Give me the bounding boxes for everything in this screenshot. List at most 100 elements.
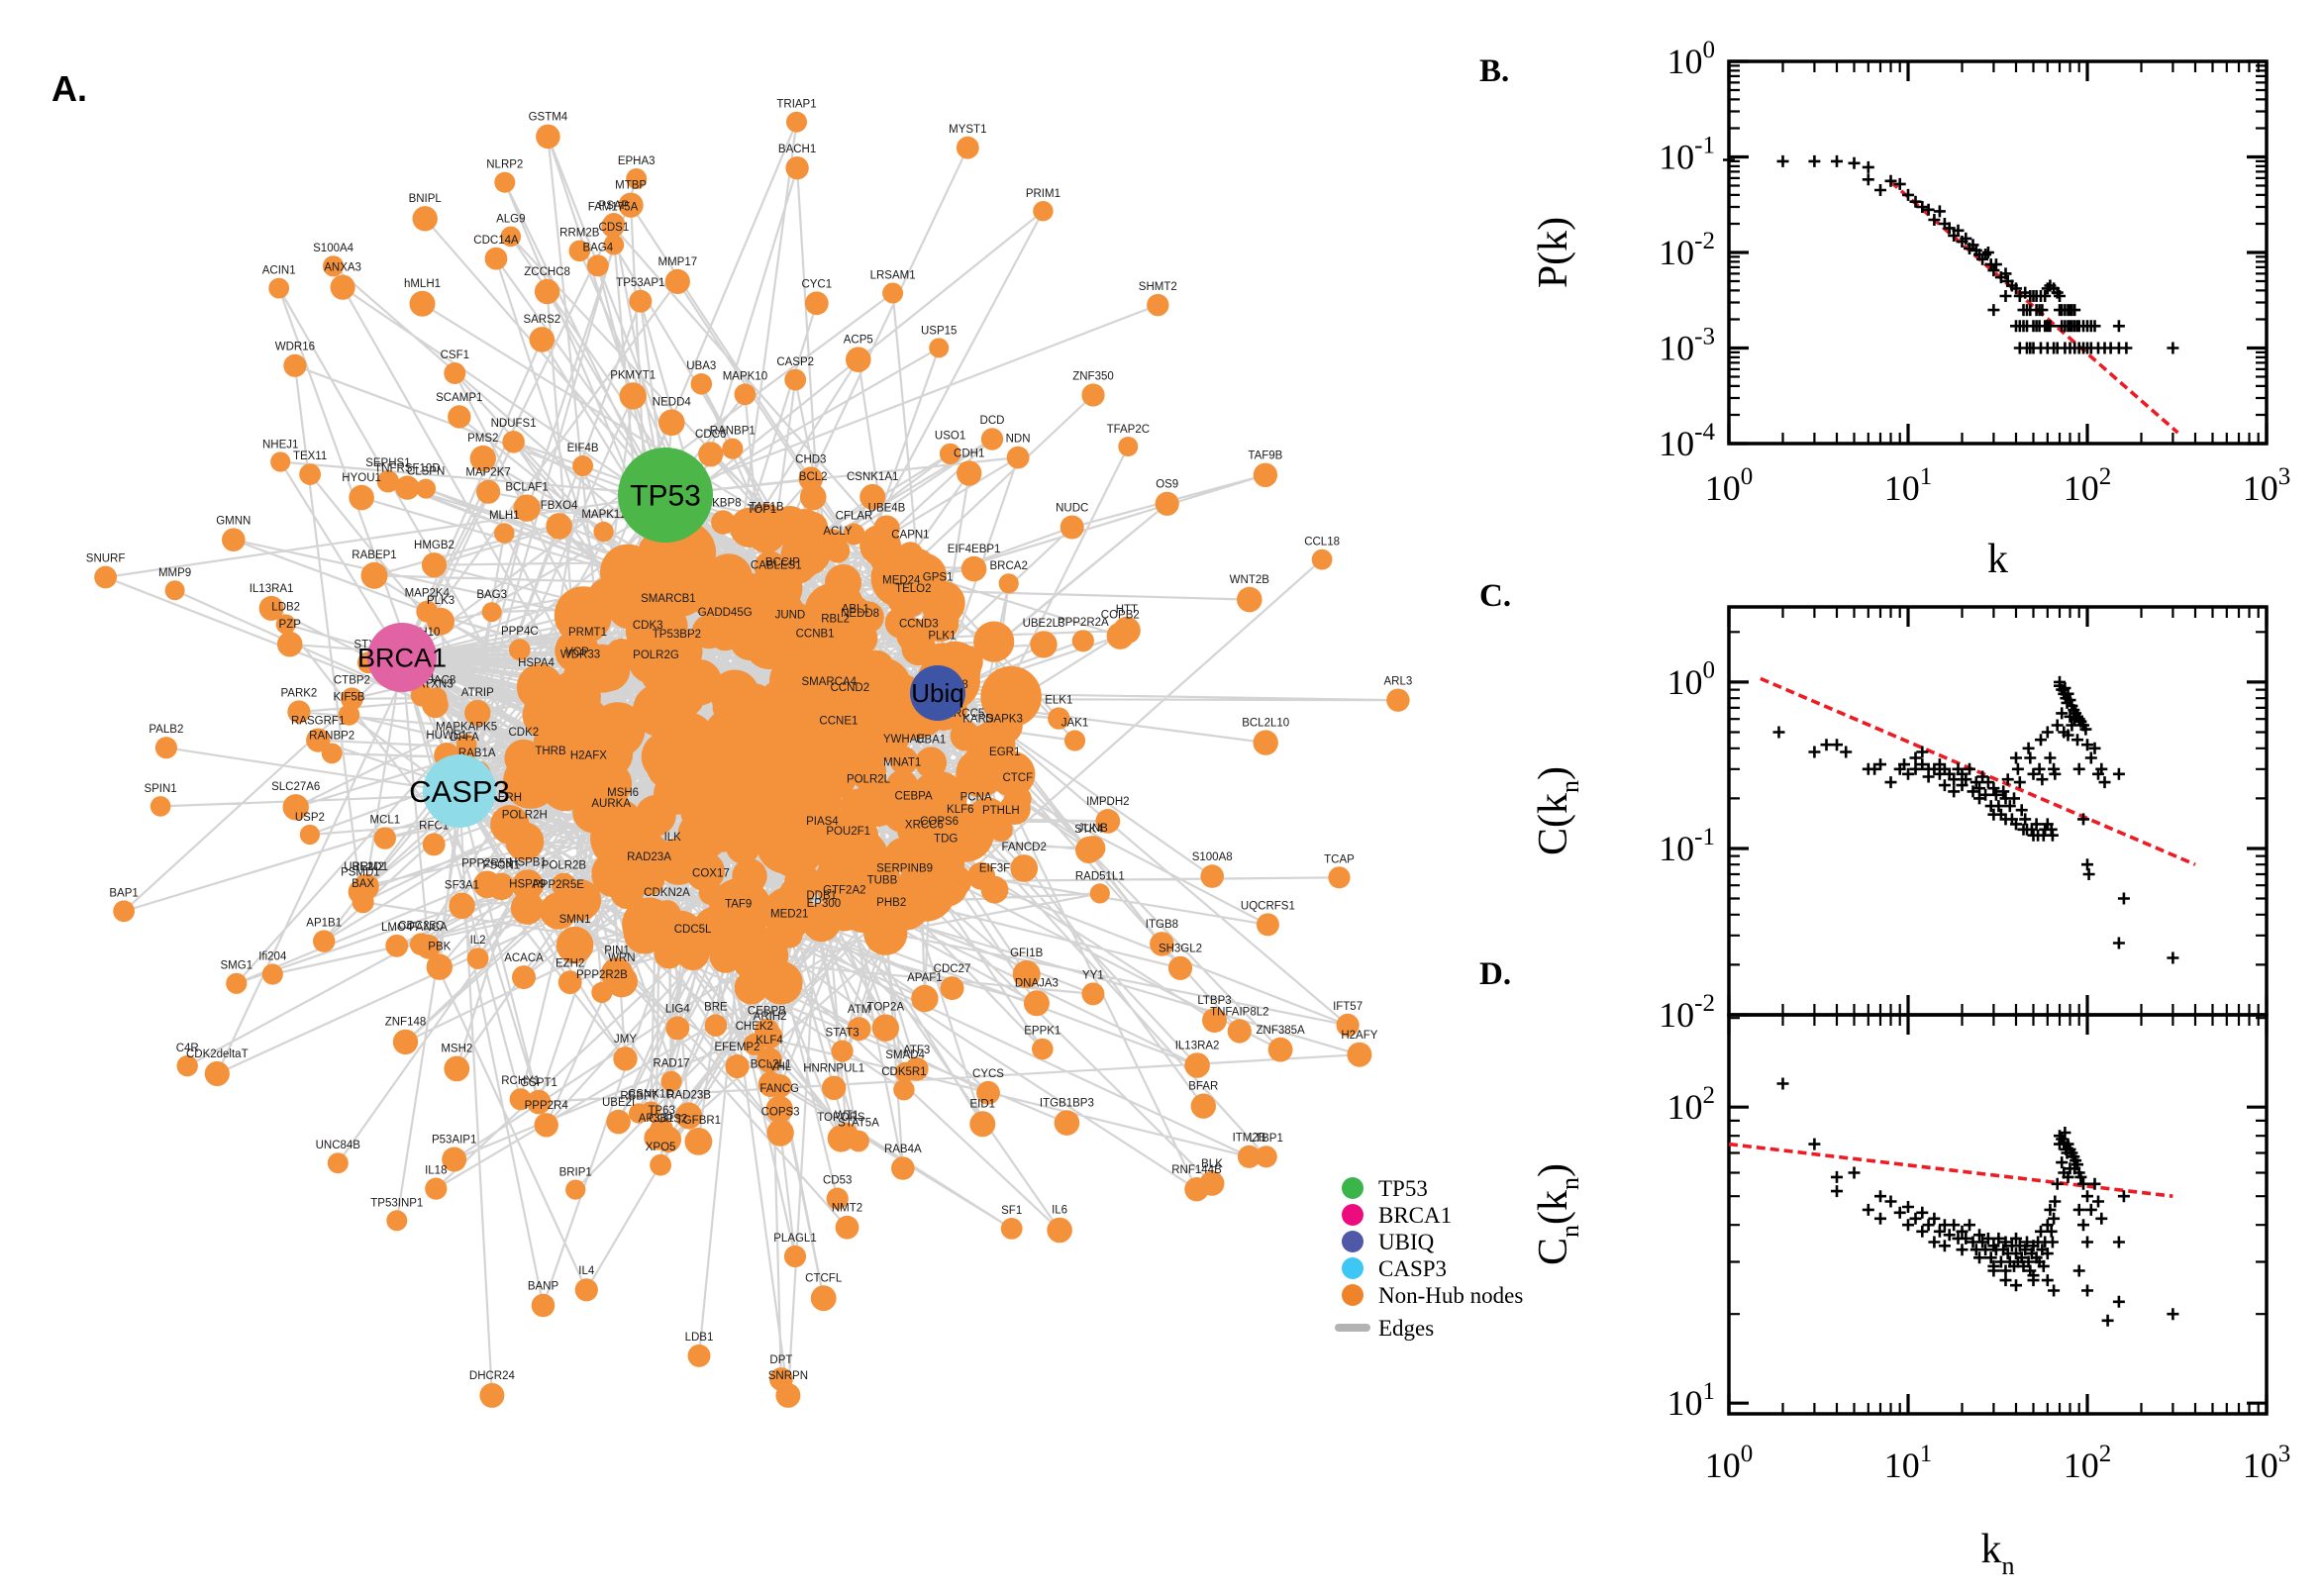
network-node-label: COPS2 <box>649 1114 687 1126</box>
network-node-label: WRN <box>608 952 635 964</box>
network-node <box>150 796 171 817</box>
legend-dot-brca1 <box>1342 1204 1364 1226</box>
network-node-label: S100A8 <box>1192 851 1233 863</box>
network-node-label: EID1 <box>970 1098 996 1110</box>
network-node <box>444 1055 470 1082</box>
chart-frame <box>1727 1013 2269 1416</box>
network-node <box>352 891 374 914</box>
network-node-label: PRIM1 <box>1026 188 1060 200</box>
network-node <box>1106 622 1135 649</box>
network-node <box>809 910 839 940</box>
network-node-label: JAK1 <box>1061 717 1089 729</box>
network-node-label: MAPK11 <box>581 509 626 521</box>
panel-A-network: TCAP Ifi204 H2AFY ZCCHC8 CDS1 hMLH1 BAP1 CTCFL W… <box>86 99 1413 1408</box>
network-node-label: CDK5R1 <box>881 1066 926 1078</box>
network-node-label: CDC25C <box>398 920 444 932</box>
network-node-label: PPP2R2A <box>1058 617 1109 629</box>
network-node-label: PHB2 <box>876 897 906 909</box>
network-node-label: PCNA <box>960 792 992 804</box>
network-node-label: CYC1 <box>801 279 832 291</box>
scatter-points <box>1776 1077 2179 1327</box>
network-node-label: IL13RA2 <box>1175 1040 1220 1051</box>
network-node <box>1237 1145 1262 1168</box>
network-node-label: AP1B1 <box>306 917 342 929</box>
network-node-label: RCHY1 <box>501 1075 540 1087</box>
network-node <box>633 687 679 734</box>
network-node <box>691 614 727 649</box>
network-node-label: CFLAR <box>836 511 873 523</box>
network-node-label: KLF6 <box>947 804 974 816</box>
network-node-label: RRM2B <box>559 228 600 240</box>
network-node-label: Ifi204 <box>258 950 287 962</box>
network-node-label: LDB1 <box>685 1332 714 1344</box>
network-node-label: DCD <box>980 415 1005 427</box>
network-node-label: UBE4B <box>868 503 906 515</box>
network-node <box>487 872 515 901</box>
network-node <box>891 1156 915 1180</box>
x-tick-label: 100 <box>1705 463 1754 508</box>
network-node <box>765 1095 793 1124</box>
network-node <box>590 702 646 757</box>
network-node-label: RASGRF1 <box>291 715 345 727</box>
network-node <box>687 1344 711 1367</box>
network-node-label: GMNN <box>216 515 251 527</box>
network-node-label: TNFAIP8L2 <box>1210 1006 1268 1018</box>
network-node <box>565 1179 586 1200</box>
network-node-label: GADD45G <box>698 607 753 619</box>
network-node <box>664 268 690 294</box>
network-node-label: EIF3F <box>979 863 1010 875</box>
legend-dot-ubiq <box>1342 1231 1364 1252</box>
y-axis-title: P(k) <box>1531 217 1576 288</box>
network-node-label: LDB2 <box>271 602 300 614</box>
network-node <box>893 1079 915 1101</box>
network-node <box>1147 293 1169 317</box>
network-node-label: TCAP <box>1324 853 1355 865</box>
network-node-label: MAP2K7 <box>465 467 510 479</box>
network-node <box>960 555 987 582</box>
network-node-label: CCND2 <box>830 682 869 694</box>
network-node-label: STAT5A <box>838 1118 879 1130</box>
network-node-label: FSCN1 <box>482 860 520 872</box>
network-node <box>747 503 786 543</box>
network-node <box>973 621 1015 662</box>
network-node-label: CTBP2 <box>334 674 370 686</box>
network-node-label: CEBPB <box>748 1006 786 1018</box>
network-node-label: NEDD4 <box>653 397 692 409</box>
network-node-label: CDC27 <box>934 963 971 975</box>
network-node-label: CDK3 <box>633 620 663 632</box>
network-node-label: CCND3 <box>899 618 939 630</box>
network-node <box>1089 883 1110 904</box>
network-node <box>385 934 409 957</box>
network-node <box>825 563 861 601</box>
network-node-label: HTT <box>1116 604 1138 616</box>
network-node <box>684 1128 713 1155</box>
network-node <box>831 1040 854 1062</box>
network-node-label: THRB <box>535 746 566 757</box>
network-node <box>854 657 912 716</box>
network-node <box>1256 913 1279 937</box>
network-node <box>392 1029 419 1055</box>
network-node <box>531 1293 556 1318</box>
network-node <box>1081 982 1105 1006</box>
network-node <box>661 785 691 815</box>
network-node <box>1347 1042 1372 1067</box>
network-node-label: ELK1 <box>1045 694 1072 706</box>
network-node-label: AP3B1 <box>639 1113 674 1125</box>
network-node-labels: TCAP Ifi204 H2AFY ZCCHC8 CDS1 hMLH1 BAP1 CTCFL W… <box>86 99 1413 1382</box>
network-node-label: CASP2 <box>776 356 814 368</box>
panel-label-C: C. <box>1479 578 1511 614</box>
network-node-label: JUND <box>775 610 806 622</box>
network-node <box>655 838 702 885</box>
network-node <box>442 1147 467 1172</box>
network-node <box>449 892 475 920</box>
network-node <box>466 948 489 969</box>
network-hub-nodes: TP53 BRCA1 Ubiq CASP3 <box>357 448 965 828</box>
network-node <box>534 278 560 305</box>
network-node <box>758 1023 783 1048</box>
network-node <box>529 327 556 352</box>
network-node-label: RBL2 <box>821 613 850 625</box>
network-node-label: RAD23A <box>627 851 671 863</box>
network-node <box>775 1382 801 1408</box>
network-node-label: POU2F1 <box>826 826 870 838</box>
network-node-label: POLR2G <box>633 649 679 661</box>
